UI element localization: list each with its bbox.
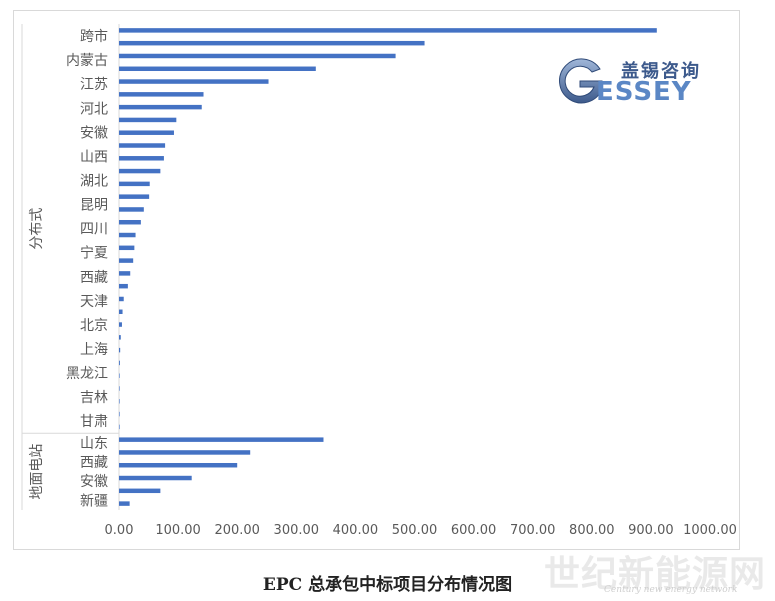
- ground-category-label: 西藏: [80, 455, 108, 471]
- distributed-bar-20: [119, 283, 128, 289]
- ground-bar-4: [119, 488, 161, 494]
- distributed-category-label: 上海: [80, 342, 108, 358]
- chart-frame: [13, 10, 740, 550]
- distributed-bar-0: [119, 28, 657, 33]
- distributed-bar-12: [119, 181, 150, 187]
- logo-chinese-name: 盖锡咨询: [621, 61, 701, 82]
- watermark-english: Century new energy network: [604, 585, 738, 595]
- x-tick-label: 200.00: [214, 523, 260, 538]
- x-tick-label: 500.00: [392, 523, 438, 538]
- distributed-bar-3: [119, 66, 316, 72]
- distributed-category-label: 宁夏: [80, 245, 108, 262]
- logo-g-mark: [559, 58, 603, 104]
- distributed-bar-2: [119, 53, 396, 59]
- distributed-bar-17: [119, 245, 135, 251]
- distributed-bar-26: [119, 360, 120, 366]
- distributed-bar-30: [119, 411, 120, 417]
- distributed-category-label: 昆明: [80, 198, 108, 214]
- x-tick-label: 400.00: [333, 523, 379, 538]
- distributed-bar-25: [119, 347, 121, 353]
- distributed-bar-4: [119, 79, 269, 84]
- gessey-logo: 盖锡咨询 ESSEY: [548, 55, 730, 107]
- distributed-bar-9: [119, 143, 166, 148]
- logo-english-name: ESSEY: [596, 77, 692, 107]
- group-label-distributed: 分布式: [29, 208, 45, 250]
- distributed-bar-23: [119, 322, 122, 327]
- ground-bar-5: [119, 501, 130, 506]
- distributed-bar-27: [119, 373, 120, 378]
- distributed-category-label: 北京: [80, 318, 108, 334]
- ground-bar-1: [119, 450, 251, 455]
- distributed-bar-29: [119, 399, 120, 404]
- ground-category-label: 安徽: [80, 474, 108, 490]
- x-tick-label: 900.00: [628, 523, 674, 538]
- ground-category-label: 新疆: [80, 493, 108, 509]
- distributed-bar-31: [119, 424, 120, 430]
- distributed-bar-14: [119, 207, 144, 212]
- distributed-bar-18: [119, 258, 134, 263]
- distributed-bar-6: [119, 104, 202, 110]
- distributed-category-label: 河北: [80, 101, 108, 117]
- x-tick-label: 100.00: [155, 523, 201, 538]
- distributed-category-label: 内蒙古: [66, 53, 108, 69]
- distributed-bar-22: [119, 309, 123, 315]
- distributed-category-label: 江苏: [80, 77, 108, 93]
- distributed-bar-15: [119, 219, 141, 225]
- group-label-ground-station: 地面电站: [29, 444, 45, 500]
- distributed-category-label: 天津: [80, 294, 108, 310]
- distributed-bar-8: [119, 130, 174, 135]
- distributed-bar-21: [119, 296, 124, 302]
- distributed-bar-1: [119, 40, 425, 46]
- distributed-bar-7: [119, 117, 177, 123]
- distributed-category-label: 四川: [80, 222, 108, 238]
- distributed-category-label: 甘肃: [80, 414, 108, 430]
- distributed-bar-24: [119, 335, 121, 340]
- x-tick-label: 800.00: [569, 523, 615, 538]
- ground-bar-2: [119, 462, 238, 468]
- distributed-category-label: 安徽: [80, 125, 108, 141]
- x-tick-label: 0.00: [105, 523, 134, 538]
- distributed-bar-5: [119, 92, 204, 97]
- distributed-category-label: 西藏: [80, 270, 108, 286]
- distributed-category-label: 黑龙江: [66, 366, 108, 382]
- distributed-bar-11: [119, 168, 161, 174]
- ground-bar-3: [119, 475, 192, 481]
- distributed-bar-16: [119, 232, 136, 238]
- distributed-category-label: 山西: [80, 149, 108, 165]
- chart-title: EPC 总承包中标项目分布情况图: [262, 575, 513, 595]
- distributed-category-label: 吉林: [80, 390, 108, 406]
- distributed-bar-19: [119, 271, 131, 276]
- distributed-bar-13: [119, 194, 150, 199]
- ground-category-label: 山东: [80, 436, 108, 452]
- ground-bar-0: [119, 437, 324, 442]
- x-tick-label: 700.00: [510, 523, 556, 538]
- watermark-chinese: 世纪新能源网: [544, 553, 767, 595]
- distributed-category-label: 湖北: [80, 173, 108, 189]
- distributed-bar-28: [119, 386, 120, 391]
- distributed-category-label: 跨市: [80, 28, 108, 45]
- x-tick-label: 600.00: [451, 523, 497, 538]
- x-tick-label: 1000.00: [683, 523, 737, 538]
- x-tick-label: 300.00: [274, 523, 320, 538]
- bar-chart: 分布式地面电站跨市内蒙古江苏河北安徽山西湖北昆明四川宁夏西藏天津北京上海黑龙江吉…: [21, 24, 737, 538]
- distributed-bar-10: [119, 156, 164, 161]
